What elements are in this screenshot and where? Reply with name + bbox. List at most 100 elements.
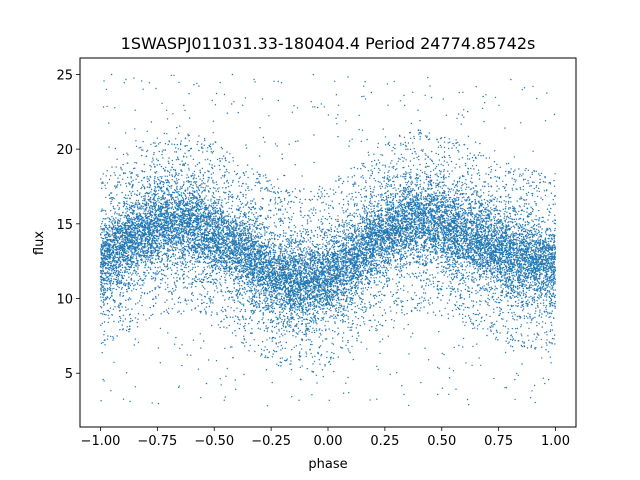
data-points [100,74,556,407]
scatter-point [366,253,367,254]
scatter-point [285,236,286,237]
scatter-point [490,281,491,282]
scatter-point [146,205,147,206]
scatter-point [117,270,118,271]
scatter-point [317,244,318,245]
scatter-point [546,294,547,295]
scatter-point [342,276,343,277]
scatter-point [171,274,172,275]
scatter-point [203,262,204,263]
chart-title: 1SWASPJ011031.33-180404.4 Period 24774.8… [121,34,536,53]
scatter-point [125,212,126,213]
scatter-point [281,296,282,297]
scatter-point [331,303,332,304]
scatter-point [224,237,225,238]
scatter-point [256,307,257,308]
scatter-point [188,199,189,200]
scatter-point [341,290,342,291]
scatter-point [362,278,363,279]
scatter-point [478,201,479,202]
scatter-point [301,236,302,237]
scatter-point [479,207,480,208]
scatter-point [549,263,550,264]
scatter-point [489,202,490,203]
scatter-point [195,259,196,260]
scatter-point [483,285,484,286]
scatter-point [119,255,120,256]
scatter-point [411,206,412,207]
scatter-point [421,191,422,192]
scatter-point [314,292,315,293]
scatter-point [436,185,437,186]
scatter-point [240,213,241,214]
scatter-point [525,278,526,279]
scatter-point [316,323,317,324]
scatter-point [463,203,464,204]
scatter-point [374,252,375,253]
scatter-point [224,277,225,278]
scatter-point [265,249,266,250]
scatter-point [219,248,220,249]
scatter-point [344,270,345,271]
scatter-point [212,195,213,196]
scatter-point [446,254,447,255]
scatter-point [185,267,186,268]
scatter-point [341,240,342,241]
scatter-point [143,186,144,187]
scatter-point [232,237,233,238]
scatter-point [443,245,444,246]
scatter-point [204,198,205,199]
scatter-point [229,271,230,272]
scatter-point [251,290,252,291]
scatter-point [297,309,298,310]
scatter-point [135,272,136,273]
scatter-point [283,315,284,316]
scatter-point [346,237,347,238]
scatter-point [447,276,448,277]
scatter-point [254,263,255,264]
scatter-point [488,183,489,184]
scatter-point [481,262,482,263]
scatter-point [469,272,470,273]
scatter-point [147,186,148,187]
scatter-point [219,199,220,200]
scatter-point [363,188,364,189]
scatter-point [265,227,266,228]
scatter-point [413,247,414,248]
scatter-point [141,187,142,188]
scatter-point [448,267,449,268]
scatter-point [224,216,225,217]
scatter-point [254,295,255,296]
scatter-point [402,267,403,268]
scatter-point [435,249,436,250]
scatter-point [297,241,298,242]
scatter-point [413,254,414,255]
scatter-point [428,185,429,186]
scatter-point [282,293,283,294]
scatter-point [322,246,323,247]
scatter-point [377,284,378,285]
scatter-point [355,284,356,285]
scatter-point [473,191,474,192]
scatter-point [360,281,361,282]
scatter-point [238,238,239,239]
scatter-point [147,181,148,182]
scatter-point [463,242,464,243]
scatter-point [177,189,178,190]
scatter-point [378,213,379,214]
scatter-point [186,229,187,230]
scatter-point [517,266,518,267]
scatter-point [450,264,451,265]
scatter-point [290,303,291,304]
scatter-point [245,243,246,244]
scatter-point [222,218,223,219]
scatter-point [394,184,395,185]
scatter-point [136,203,137,204]
scatter-point [389,227,390,228]
scatter-point [101,188,102,189]
scatter-point [167,185,168,186]
scatter-point [444,262,445,263]
scatter-point [131,248,132,249]
scatter-point [155,241,156,242]
scatter-point [343,232,344,233]
